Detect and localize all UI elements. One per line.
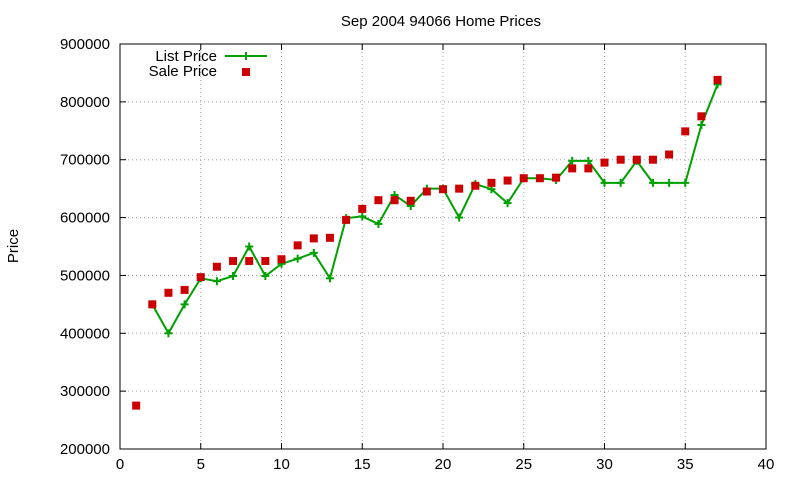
x-tick-label: 20 — [435, 456, 452, 473]
sale-price-point — [519, 174, 528, 183]
list-price-point — [229, 272, 238, 281]
list-price-point — [600, 178, 609, 187]
list-price-point — [648, 178, 657, 187]
sale-price-point — [196, 273, 205, 282]
x-tick-label: 10 — [273, 456, 290, 473]
x-tick-label: 25 — [515, 456, 532, 473]
sale-price-point — [229, 256, 238, 265]
sale-price-point — [277, 255, 286, 264]
list-price-point — [309, 248, 318, 257]
sale-price-point — [648, 155, 657, 164]
y-tick-label: 300000 — [60, 383, 110, 400]
sale-price-point — [584, 164, 593, 173]
sale-price-point — [390, 196, 399, 205]
sale-price-point — [665, 150, 674, 159]
sale-price-point — [293, 241, 302, 250]
list-price-point — [261, 272, 270, 281]
legend: List Price Sale Price — [149, 48, 267, 80]
y-axis-label: Price — [5, 229, 22, 263]
sale-price-point — [180, 285, 189, 294]
x-tick-label: 30 — [596, 456, 613, 473]
sale-price-point — [697, 112, 706, 121]
list-price-point — [568, 156, 577, 165]
legend-marker-list-price — [242, 52, 250, 60]
sale-price-point — [422, 187, 431, 196]
sale-price-point — [713, 75, 722, 84]
sale-price-point — [632, 155, 641, 164]
list-price-point — [681, 178, 690, 187]
sale-price-point — [164, 288, 173, 297]
sale-price-point — [325, 233, 334, 242]
sale-price-point — [552, 173, 561, 182]
y-tick-label: 400000 — [60, 325, 110, 342]
axes: 0 5 10 15 20 25 30 35 40 200000 300000 400000 500000… — [60, 36, 774, 473]
x-tick-label: 5 — [197, 456, 205, 473]
sale-price-point — [342, 215, 351, 224]
legend-marker-sale-price — [242, 68, 250, 76]
legend-label-list-price: List Price — [155, 48, 217, 65]
sale-price-point — [374, 196, 383, 205]
y-tick-label: 200000 — [60, 441, 110, 458]
sale-price-point — [148, 300, 157, 309]
list-price-point — [374, 219, 383, 228]
sale-price-point — [212, 262, 221, 271]
list-price-point — [180, 300, 189, 309]
x-tick-label: 40 — [758, 456, 775, 473]
sale-price-point — [503, 176, 512, 185]
sale-price-point — [568, 164, 577, 173]
list-price-point — [697, 121, 706, 129]
sale-price-point — [261, 256, 270, 265]
list-price-point — [665, 178, 674, 187]
chart-title: Sep 2004 94066 Home Prices — [341, 13, 541, 30]
list-price-line — [151, 84, 719, 336]
list-price-point — [164, 329, 173, 338]
list-price-point — [503, 199, 512, 208]
sale-price-point — [406, 196, 415, 205]
sale-price-point — [245, 256, 254, 265]
sale-price-point — [600, 158, 609, 167]
list-price-point — [325, 274, 334, 283]
list-price-point — [584, 156, 593, 165]
plot-area — [132, 75, 722, 410]
sale-price-point — [439, 185, 447, 194]
sale-price-point — [471, 181, 480, 190]
sale-price-point — [455, 184, 464, 193]
grid — [120, 44, 766, 449]
list-price-point — [245, 242, 254, 251]
sale-price-point — [681, 127, 690, 136]
list-price-point — [455, 213, 464, 222]
y-tick-label: 800000 — [60, 94, 110, 111]
sale-price-point — [309, 234, 318, 243]
sale-price-point — [358, 204, 367, 213]
sale-price-point — [616, 155, 625, 164]
x-tick-label: 35 — [677, 456, 694, 473]
sale-price-point — [487, 178, 496, 187]
y-tick-label: 700000 — [60, 152, 110, 169]
list-price-point — [212, 277, 221, 286]
y-tick-label: 900000 — [60, 36, 110, 53]
x-tick-label: 0 — [116, 456, 124, 473]
y-tick-label: 600000 — [60, 210, 110, 227]
legend-label-sale-price: Sale Price — [149, 63, 217, 80]
x-tick-label: 15 — [354, 456, 371, 473]
list-price-point — [358, 212, 367, 221]
y-tick-label: 500000 — [60, 267, 110, 284]
list-price-point — [293, 254, 302, 263]
list-price-point — [616, 178, 625, 187]
sale-price-point — [535, 174, 544, 183]
sale-price-point — [132, 401, 141, 410]
